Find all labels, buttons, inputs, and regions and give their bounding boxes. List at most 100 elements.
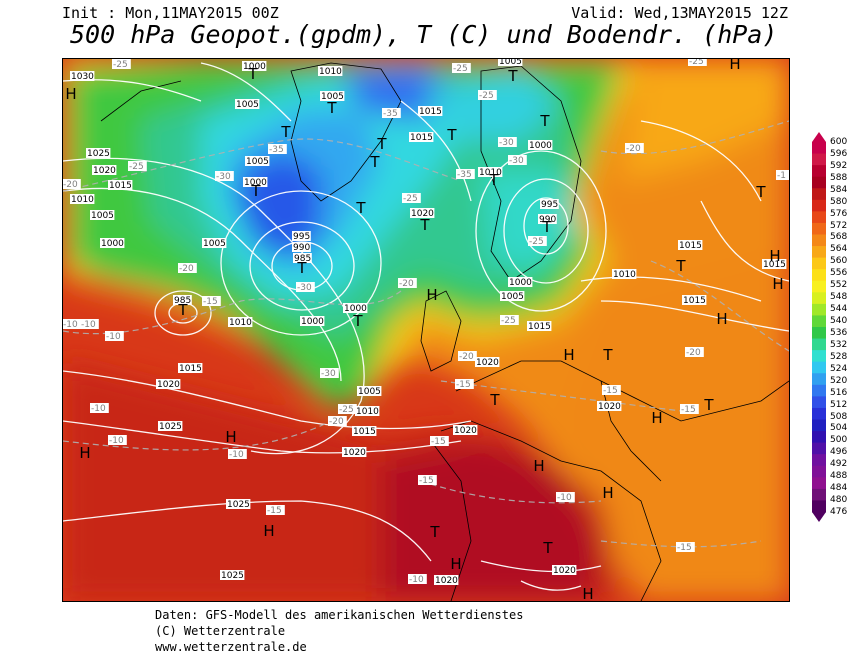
pressure-label: 985 — [173, 295, 192, 306]
svg-text:1000: 1000 — [244, 178, 267, 188]
svg-text:1010: 1010 — [319, 67, 342, 77]
init-time: Init : Mon,11MAY2015 00Z — [62, 4, 279, 22]
svg-text:-10: -10 — [229, 450, 244, 460]
map-title: 500 hPa Geopot.(gpdm), T (C) und Bodendr… — [70, 20, 778, 49]
svg-text:-30: -30 — [499, 138, 514, 148]
pressure-label: 1000 — [508, 277, 533, 288]
colorbar-level-label: 516 — [830, 387, 848, 398]
pressure-label: 995 — [540, 199, 559, 210]
pressure-label: 1005 — [498, 59, 523, 67]
temperature-label: -25 — [528, 236, 547, 247]
colorbar-level-label: 496 — [830, 447, 848, 458]
footer-url: www.wetterzentrale.de — [155, 640, 307, 654]
pressure-label: 1000 — [242, 61, 267, 72]
temperature-label: -15 — [266, 505, 285, 516]
svg-text:1015: 1015 — [528, 322, 551, 332]
temperature-label: -20 — [328, 416, 347, 427]
svg-text:1005: 1005 — [203, 239, 226, 249]
svg-text:-35: -35 — [269, 145, 284, 155]
pressure-label: 1010 — [70, 194, 95, 205]
svg-text:1020: 1020 — [343, 448, 366, 458]
colorbar-level-label: 592 — [830, 160, 848, 171]
svg-text:1020: 1020 — [93, 166, 116, 176]
svg-text:-30: -30 — [509, 156, 524, 166]
colorbar-level-label: 568 — [830, 232, 848, 243]
colorbar-level-label: 588 — [830, 172, 848, 183]
temperature-label: -20 — [178, 263, 197, 274]
temperature-label: -10 — [90, 403, 109, 414]
colorbar-segment — [812, 153, 826, 166]
pressure-label: 990 — [292, 242, 311, 253]
svg-text:1000: 1000 — [243, 62, 266, 72]
svg-text:1015: 1015 — [179, 364, 202, 374]
low-pressure-marker: T — [429, 523, 440, 541]
svg-text:1025: 1025 — [87, 149, 110, 159]
svg-text:-10: -10 — [106, 332, 121, 342]
pressure-label: 990 — [538, 214, 557, 225]
svg-text:-35: -35 — [457, 170, 472, 180]
svg-text:-20: -20 — [459, 352, 474, 362]
temperature-label: -25 — [500, 315, 519, 326]
svg-text:1000: 1000 — [301, 317, 324, 327]
svg-text:1005: 1005 — [246, 157, 269, 167]
high-pressure-marker: H — [602, 484, 613, 502]
temperature-label: -30 — [296, 282, 315, 293]
high-pressure-marker: H — [729, 59, 740, 73]
svg-text:-10: -10 — [81, 320, 96, 330]
colorbar-level-label: 504 — [830, 423, 848, 434]
colorbar-level-label: 524 — [830, 363, 848, 374]
high-pressure-marker: H — [65, 85, 76, 103]
colorbar-level-label: 500 — [830, 435, 848, 446]
svg-text:-15: -15 — [603, 386, 618, 396]
temperature-label: -25 — [452, 63, 471, 74]
pressure-label: 1000 — [100, 238, 125, 249]
colorbar-segment — [812, 454, 826, 467]
colorbar-level-label: 548 — [830, 292, 848, 303]
colorbar-bottom-arrow — [812, 512, 826, 522]
low-pressure-marker: T — [355, 199, 366, 217]
low-pressure-marker: T — [296, 259, 307, 277]
colorbar-segment — [812, 246, 826, 259]
svg-text:-25: -25 — [501, 316, 516, 326]
pressure-label: 1025 — [86, 148, 111, 159]
svg-text:1015: 1015 — [419, 107, 442, 117]
colorbar-top-arrow — [812, 132, 826, 142]
svg-text:985: 985 — [174, 296, 191, 306]
footer-copyright: (C) Wetterzentrale — [155, 624, 286, 638]
colorbar-segment — [812, 303, 826, 316]
pressure-label: 1010 — [318, 66, 343, 77]
svg-text:1020: 1020 — [411, 209, 434, 219]
colorbar-level-label: 480 — [830, 495, 848, 506]
low-pressure-marker: T — [369, 153, 380, 171]
pressure-label: 1020 — [342, 447, 367, 458]
temperature-label: -15 — [602, 385, 621, 396]
temperature-label: -20 — [685, 347, 704, 358]
svg-text:1000: 1000 — [344, 304, 367, 314]
colorbar-level-label: 532 — [830, 339, 848, 350]
pressure-label: 1005 — [202, 238, 227, 249]
temperature-label: -15 — [430, 436, 449, 447]
high-pressure-marker: H — [772, 275, 783, 293]
high-pressure-marker: H — [450, 555, 461, 573]
pressure-label: 1015 — [527, 321, 552, 332]
pressure-label: 1025 — [226, 499, 251, 510]
svg-text:1030: 1030 — [71, 72, 94, 82]
colorbar-level-label: 492 — [830, 459, 848, 470]
colorbar-segment — [812, 477, 826, 490]
pressure-label: 1020 — [453, 425, 478, 436]
svg-text:1020: 1020 — [553, 566, 576, 576]
svg-text:-25: -25 — [479, 91, 494, 101]
pressure-label: 1020 — [552, 565, 577, 576]
svg-text:995: 995 — [293, 232, 310, 242]
svg-text:-20: -20 — [399, 279, 414, 289]
pressure-label: 1000 — [343, 303, 368, 314]
temperature-labels: -25 -25 -25 -25 -35 -35 -30 -30 -35 -25 -20 -30 -25 -… — [63, 59, 789, 585]
low-pressure-marker: T — [542, 539, 553, 557]
svg-text:-15: -15 — [456, 380, 471, 390]
colorbar-level-label: 540 — [830, 316, 848, 327]
low-pressure-marker: T — [675, 257, 686, 275]
temperature-label: -15 — [676, 542, 695, 553]
coastlines — [100, 62, 789, 601]
